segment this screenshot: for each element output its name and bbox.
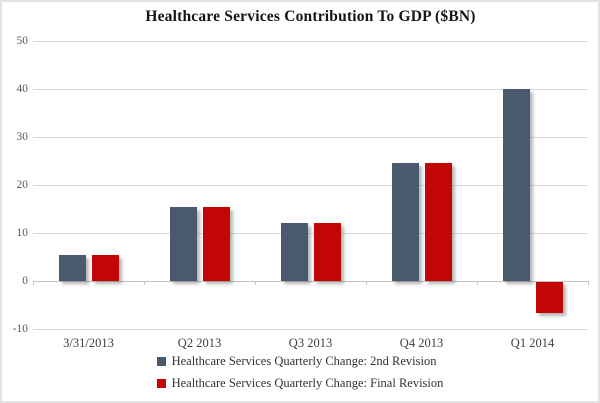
gridline (33, 185, 588, 186)
y-axis-tick-label: 30 (16, 131, 29, 143)
legend-label: Healthcare Services Quarterly Change: 2n… (171, 354, 437, 368)
x-axis-line (33, 281, 588, 282)
axis-tick-mark (366, 281, 367, 285)
legend-label: Healthcare Services Quarterly Change: Fi… (171, 376, 444, 390)
gridline (33, 41, 588, 42)
y-axis-tick-label: 20 (16, 179, 29, 191)
bar-final-revision (202, 206, 230, 281)
bar-second-revision (280, 223, 308, 281)
chart-title: Healthcare Services Contribution To GDP … (145, 8, 476, 25)
axis-tick-mark (144, 281, 145, 285)
bar-second-revision (391, 163, 419, 281)
legend-items: Healthcare Services Quarterly Change: 2n… (156, 354, 444, 391)
y-axis-tick-label: 50 (16, 35, 29, 47)
bar-final-revision (313, 223, 341, 281)
y-axis-tick-label: 40 (16, 83, 29, 95)
y-axis-tick-label: -10 (12, 323, 28, 335)
axis-tick-mark (255, 281, 256, 285)
bar-second-revision (169, 206, 197, 281)
gridline (33, 329, 588, 330)
bar-second-revision (58, 254, 86, 281)
bar-second-revision (502, 89, 530, 281)
legend-row: Healthcare Services Quarterly Change: Fi… (156, 376, 444, 391)
x-axis-category-label: Q4 2013 (399, 336, 444, 350)
y-axis-tick-label: 0 (22, 275, 28, 287)
bar-final-revision (535, 282, 563, 313)
gridline (33, 137, 588, 138)
gridline (33, 89, 588, 90)
axis-tick-mark (33, 281, 34, 285)
x-axis-category-label: Q1 2014 (510, 336, 555, 350)
bar-final-revision (91, 254, 119, 281)
axis-tick-mark (588, 281, 589, 285)
x-axis-category-label: 3/31/2013 (63, 336, 114, 350)
bar-final-revision (424, 163, 452, 281)
axis-tick-mark (477, 281, 478, 285)
x-axis-category-label: Q3 2013 (288, 336, 333, 350)
legend-marker-icon (156, 379, 166, 388)
legend: Healthcare Services Quarterly Change: 2n… (2, 354, 598, 391)
legend-row: Healthcare Services Quarterly Change: 2n… (156, 354, 437, 369)
legend-marker-icon (156, 357, 166, 366)
gridline (33, 233, 588, 234)
y-axis-tick-label: 10 (16, 227, 29, 239)
x-axis-category-label: Q2 2013 (177, 336, 222, 350)
